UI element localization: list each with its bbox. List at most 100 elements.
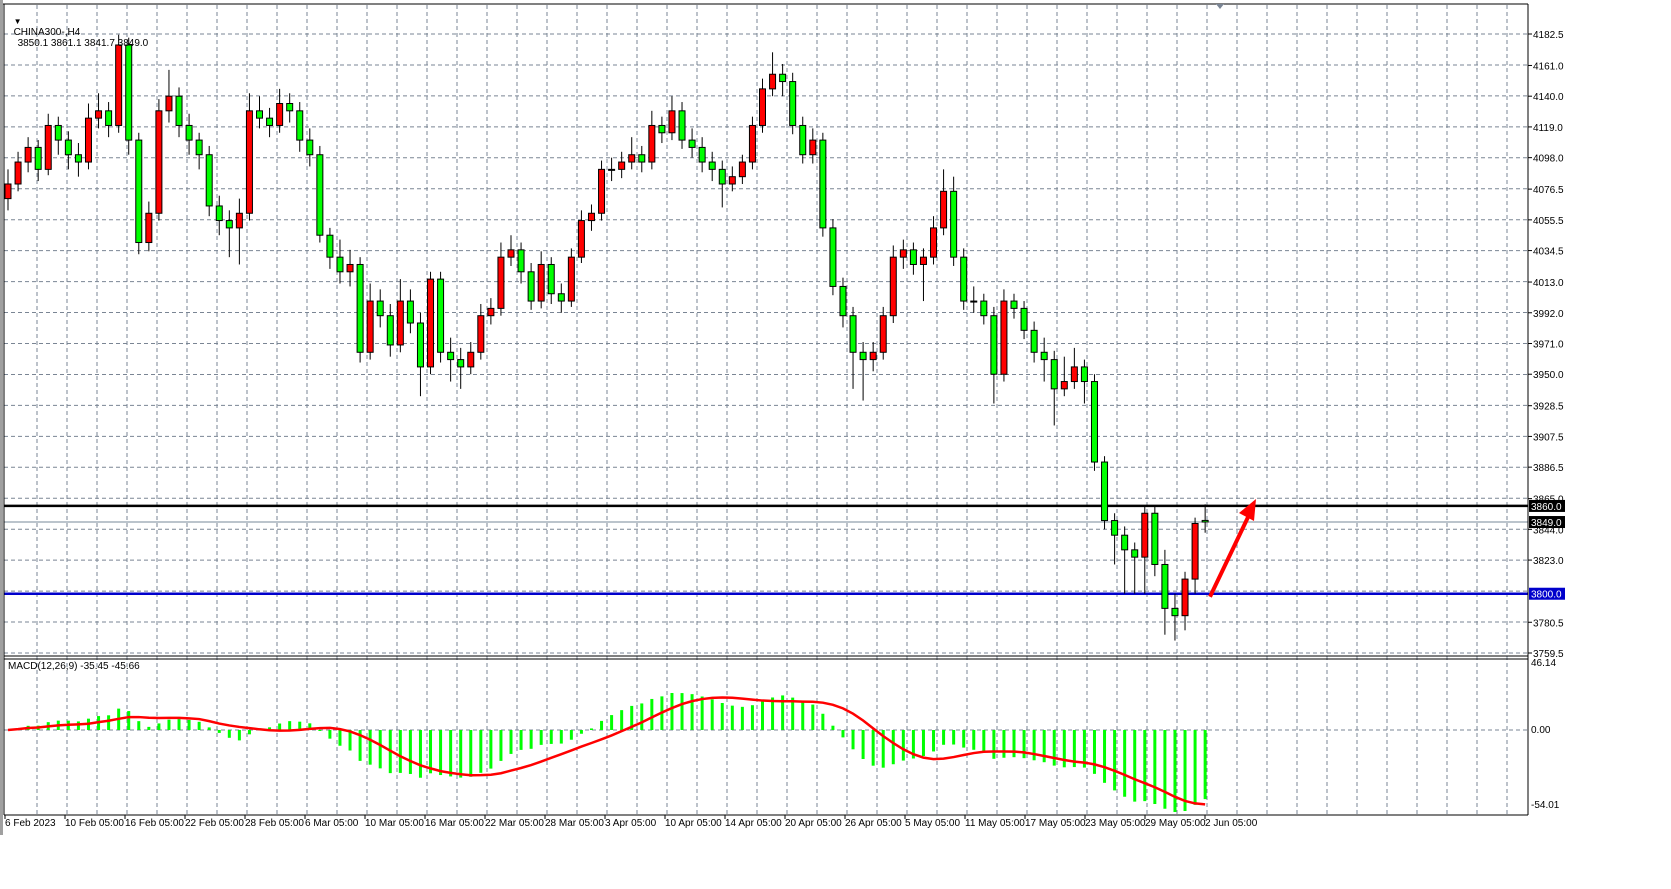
- candle-body: [487, 307, 495, 317]
- candle-body: [507, 249, 515, 258]
- price-tag-box: [1529, 516, 1565, 529]
- candle-body: [849, 315, 857, 353]
- candle: [849, 306, 857, 389]
- candle-body: [135, 139, 143, 244]
- candle-body: [759, 88, 766, 126]
- candle-body: [1101, 461, 1109, 522]
- price-tick-label: 4182.5: [1533, 30, 1564, 41]
- candle: [598, 160, 606, 221]
- candle-body: [54, 124, 62, 141]
- candle: [799, 116, 807, 164]
- candle: [14, 151, 22, 192]
- candle: [256, 96, 263, 129]
- candle: [547, 257, 555, 304]
- time-tick-label: 20 Apr 05:00: [785, 818, 842, 829]
- candle-body: [869, 351, 877, 361]
- candle-body: [728, 176, 736, 185]
- candle: [336, 239, 344, 284]
- candle-body: [1111, 520, 1119, 536]
- time-tick-label: 29 May 05:00: [1145, 818, 1206, 829]
- candle: [225, 210, 233, 258]
- candle-body: [708, 161, 716, 170]
- ohlc-values: 3850.1 3861.1 3841.7 3849.0: [17, 38, 149, 49]
- candle-body: [336, 256, 344, 273]
- candle: [366, 283, 374, 360]
- candle: [306, 128, 314, 167]
- candle-body: [195, 139, 203, 156]
- candle-body: [165, 95, 173, 112]
- time-axis[interactable]: 6 Feb 2023 10 Feb 05:00 16 Feb 05:00 22 Feb…: [4, 815, 1258, 829]
- candle-body: [587, 212, 595, 222]
- price-tick-label: 3928.5: [1533, 402, 1564, 413]
- price-tag-box: [1529, 587, 1565, 600]
- price-tick-label: 4098.0: [1533, 154, 1564, 165]
- time-tick-label: 5 May 05:00: [905, 818, 960, 829]
- candle-body: [346, 263, 354, 273]
- time-tick-label: 28 Mar 05:00: [545, 818, 604, 829]
- candles: [4, 34, 1209, 641]
- candle: [879, 306, 887, 360]
- price-tag-label: 3849.0: [1531, 518, 1562, 529]
- candle-body: [497, 256, 505, 309]
- candle-body: [577, 220, 585, 258]
- triangle-down-icon[interactable]: ▼: [13, 17, 22, 26]
- candle-body: [879, 315, 887, 353]
- candle-body: [64, 139, 72, 156]
- candle: [497, 242, 505, 316]
- candle: [195, 132, 203, 170]
- candle-body: [74, 154, 82, 163]
- arrow-annotation[interactable]: [1208, 499, 1256, 598]
- candle: [1020, 301, 1028, 340]
- candle: [537, 251, 545, 309]
- macd-tick-label: 0.00: [1531, 725, 1551, 736]
- candle-body: [14, 161, 22, 185]
- candle-body: [809, 139, 817, 156]
- candle: [567, 248, 575, 307]
- candle: [819, 132, 827, 237]
- candle: [919, 248, 927, 302]
- candle-body: [1040, 351, 1048, 361]
- candle: [205, 145, 213, 217]
- candle-body: [990, 315, 998, 375]
- price-tag-label: 3860.0: [1531, 502, 1562, 513]
- candle: [235, 198, 243, 265]
- price-axis[interactable]: 4182.5 4161.0 4140.0 4119.0 4098.0 4076.5 4055…: [1528, 30, 1565, 660]
- candle-body: [84, 117, 92, 163]
- time-tick-label: 28 Feb 05:00: [245, 818, 304, 829]
- candle: [618, 151, 626, 179]
- candle-body: [376, 300, 384, 317]
- candle-body: [396, 300, 404, 346]
- candle: [1181, 571, 1189, 631]
- chart-shift-marker-icon[interactable]: [1216, 4, 1224, 9]
- candle-body: [889, 256, 897, 317]
- candle-body: [1010, 300, 1018, 309]
- candle-body: [1151, 512, 1159, 565]
- candle: [416, 312, 424, 397]
- price-tick-label: 3759.5: [1533, 649, 1564, 660]
- candle-body: [185, 124, 193, 141]
- candle: [587, 204, 595, 231]
- candle-body: [1141, 512, 1149, 558]
- candle: [1000, 289, 1008, 382]
- candle-body: [779, 73, 787, 83]
- candle-body: [688, 139, 696, 148]
- candle-body: [115, 44, 123, 126]
- candle-body: [547, 263, 555, 295]
- candle: [135, 132, 143, 255]
- time-tick-label: 3 Apr 05:00: [605, 818, 657, 829]
- candle-body: [1050, 359, 1058, 390]
- candle: [779, 63, 787, 97]
- candle: [4, 169, 12, 211]
- candle-body: [748, 124, 756, 163]
- candle: [1191, 517, 1199, 594]
- time-tick-label: 11 May 05:00: [965, 818, 1025, 829]
- candle: [145, 201, 153, 252]
- candle: [44, 113, 52, 176]
- candle-body: [658, 124, 666, 134]
- candle: [376, 289, 384, 328]
- candle-body: [44, 124, 52, 170]
- candle: [286, 93, 294, 123]
- candle-body: [4, 183, 12, 200]
- horizontal-lines[interactable]: [4, 504, 1528, 595]
